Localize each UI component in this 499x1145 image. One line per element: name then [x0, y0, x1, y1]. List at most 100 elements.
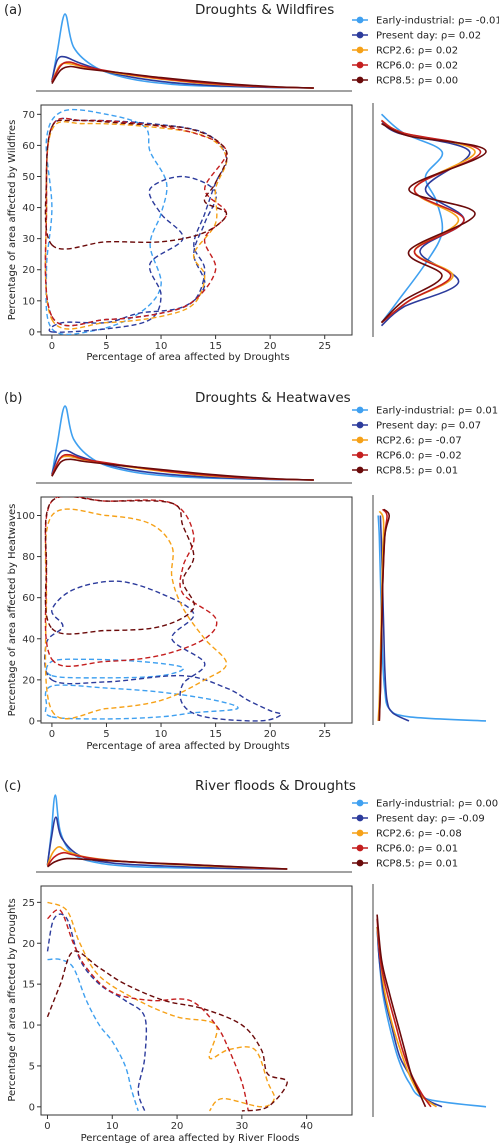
- legend-marker: [356, 799, 364, 807]
- y-tick-label: 50: [22, 172, 35, 183]
- y-tick-label: 60: [22, 593, 35, 604]
- x-tick-label: 20: [264, 729, 277, 740]
- legend-marker: [356, 814, 364, 822]
- contour-line: [47, 908, 249, 1112]
- y-tick-label: 40: [22, 634, 35, 645]
- legend-marker: [356, 829, 364, 837]
- x-axis-label: Percentage of area affected by Droughts: [86, 741, 289, 752]
- contour-line: [45, 658, 185, 679]
- contour-group: [44, 108, 228, 335]
- main-axes-frame: [40, 104, 353, 336]
- y-tick-label: 20: [22, 675, 35, 686]
- y-tick-label: 20: [22, 939, 35, 950]
- legend-marker: [356, 76, 364, 84]
- x-tick-label: 0: [49, 729, 55, 740]
- contour-line: [45, 108, 168, 335]
- contour-line: [44, 497, 218, 667]
- x-tick-label: 40: [300, 1121, 313, 1132]
- legend-marker: [356, 16, 364, 24]
- x-tick-label: 25: [318, 341, 331, 352]
- y-tick-label: 20: [22, 265, 35, 276]
- x-tick-label: 10: [155, 729, 168, 740]
- marginal-y-curve: [376, 918, 432, 1108]
- legend-marker: [356, 61, 364, 69]
- legend-label: RCP6.0: ρ= 0.01: [376, 844, 458, 855]
- marginal-y-curve: [380, 122, 487, 324]
- x-tick-label: 0: [49, 341, 55, 352]
- legend-marker: [356, 436, 364, 444]
- marginal-y-curve: [377, 515, 487, 722]
- legend-marker: [356, 406, 364, 414]
- y-axis-label: Percentage of area affected by Heatwaves: [7, 504, 18, 717]
- y-tick-label: 100: [16, 511, 35, 522]
- y-tick-label: 40: [22, 203, 35, 214]
- contour-line: [46, 950, 288, 1112]
- legend-label: RCP2.6: ρ= 0.02: [376, 46, 458, 57]
- panel-tag: (b): [4, 391, 22, 406]
- legend-label: RCP8.5: ρ= 0.01: [376, 466, 458, 477]
- panel-title: Droughts & Heatwaves: [195, 390, 351, 406]
- x-tick-label: 5: [103, 341, 109, 352]
- marginal-x-curve: [51, 55, 314, 89]
- legend-marker: [356, 421, 364, 429]
- contour-line: [44, 580, 283, 722]
- contour-line: [44, 121, 228, 330]
- x-tick-label: 20: [171, 1121, 184, 1132]
- y-tick-label: 0: [29, 327, 35, 338]
- y-tick-label: 0: [29, 716, 35, 727]
- contour-group: [44, 497, 283, 722]
- x-tick-label: 10: [106, 1121, 119, 1132]
- main-axes-frame: [40, 496, 353, 724]
- contour-line: [44, 119, 228, 250]
- marginal-x-curve: [51, 65, 314, 89]
- marginal-x-curve: [51, 449, 314, 481]
- panel-title: River floods & Droughts: [195, 778, 356, 794]
- contour-line: [48, 175, 218, 333]
- panel-tag: (a): [4, 3, 22, 18]
- x-tick-label: 25: [318, 729, 331, 740]
- x-tick-label: 20: [264, 341, 277, 352]
- contour-group: [46, 901, 288, 1112]
- marginal-y-curve: [379, 515, 410, 722]
- marginal-y-curve: [380, 119, 476, 324]
- marginal-x-curve: [46, 816, 288, 870]
- marginal-y-curve: [380, 119, 482, 324]
- x-tick-label: 15: [209, 729, 222, 740]
- main-axes-frame: [40, 885, 353, 1116]
- y-tick-label: 60: [22, 141, 35, 152]
- legend-label: Early-industrial: ρ= -0.01: [376, 16, 499, 27]
- legend-marker: [356, 859, 364, 867]
- legend-label: RCP6.0: ρ= 0.02: [376, 61, 458, 72]
- x-tick-label: 0: [44, 1121, 50, 1132]
- contour-line: [44, 508, 228, 720]
- legend-label: RCP2.6: ρ= -0.07: [376, 436, 462, 447]
- legend-label: RCP8.5: ρ= 0.01: [376, 859, 458, 870]
- marginal-x-curve: [51, 405, 314, 481]
- legend-label: Early-industrial: ρ= 0.00: [376, 799, 498, 810]
- y-tick-label: 10: [22, 296, 35, 307]
- y-axis-label: Percentage of area affected by Droughts: [7, 898, 18, 1101]
- x-axis-label: Percentage of area affected by River Flo…: [81, 1133, 300, 1144]
- legend-label: Present day: ρ= -0.09: [376, 814, 485, 825]
- legend-label: Early-industrial: ρ= 0.01: [376, 406, 498, 417]
- legend-label: RCP6.0: ρ= -0.02: [376, 451, 462, 462]
- x-tick-label: 5: [103, 729, 109, 740]
- y-tick-label: 10: [22, 1021, 35, 1032]
- contour-line: [44, 117, 228, 327]
- legend-label: RCP8.5: ρ= 0.00: [376, 76, 458, 87]
- x-tick-label: 30: [235, 1121, 248, 1132]
- y-tick-label: 0: [29, 1102, 35, 1113]
- panel-title: Droughts & Wildfires: [195, 2, 334, 18]
- legend-marker: [356, 451, 364, 459]
- legend-marker: [356, 466, 364, 474]
- contour-line: [44, 684, 239, 720]
- marginal-y-curve: [378, 508, 390, 721]
- y-tick-label: 5: [29, 1061, 35, 1072]
- legend-marker: [356, 31, 364, 39]
- marginal-x-curve: [47, 857, 288, 870]
- x-tick-label: 10: [155, 341, 168, 352]
- y-tick-label: 80: [22, 552, 35, 563]
- marginal-y-curve: [380, 113, 444, 324]
- contour-line: [44, 497, 196, 635]
